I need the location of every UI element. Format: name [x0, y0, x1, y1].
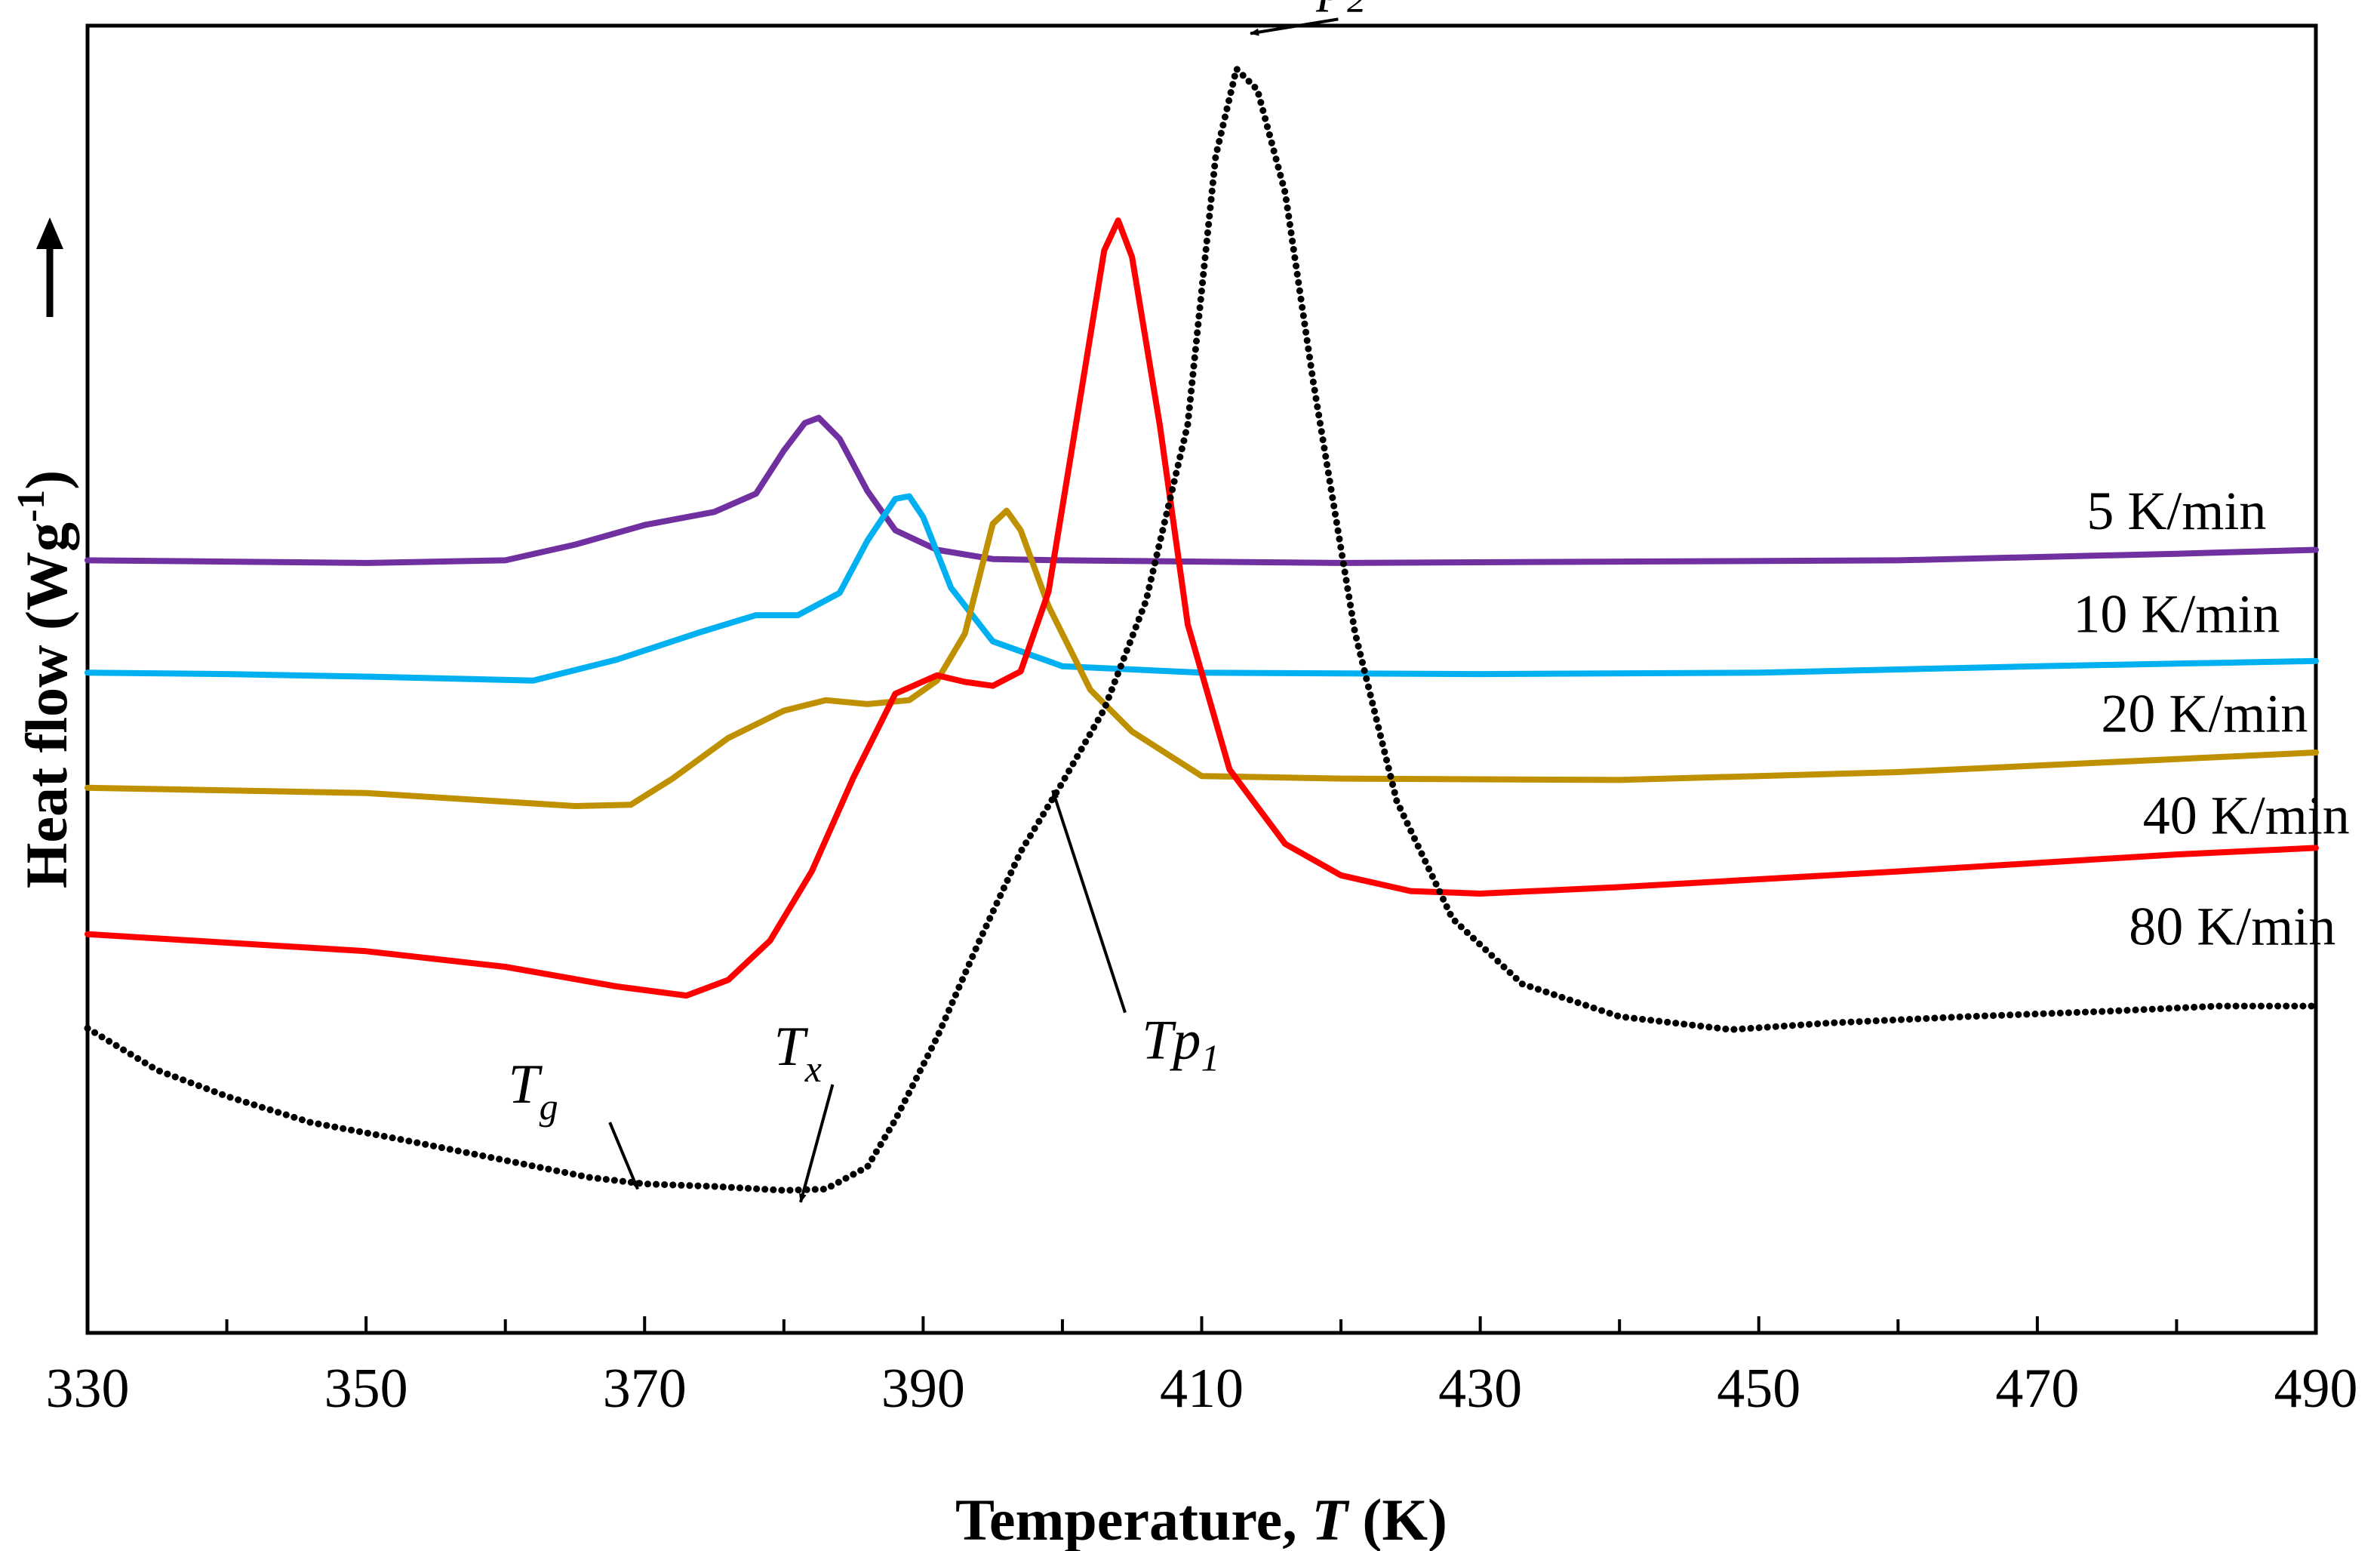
- y-axis-title: Heat flow (Wg-1): [10, 470, 79, 889]
- x-axis-title: Temperature, T (K): [955, 1487, 1447, 1551]
- annotation-arrow-tg: [608, 1122, 639, 1190]
- x-tick-label: 450: [1717, 1358, 1800, 1420]
- x-tick-label: 350: [324, 1358, 408, 1420]
- annotation-label-tp1: Tp1: [1142, 1009, 1219, 1079]
- x-axis-title-symbol: T: [1311, 1487, 1350, 1551]
- x-tick-label: 370: [603, 1358, 687, 1420]
- annotation-label-tx: Tx: [774, 1016, 822, 1090]
- series-label: 5 K/min: [2086, 481, 2266, 541]
- x-axis-ticks: 330 350 370 390 410 430 450 470 490: [46, 1316, 2358, 1420]
- x-tick-label: 390: [881, 1358, 965, 1420]
- series-line-10-k-min: [85, 493, 2319, 684]
- series-label: 80 K/min: [2129, 897, 2335, 957]
- series-line-20-k-min: [85, 507, 2319, 809]
- series-label: 10 K/min: [2073, 584, 2280, 645]
- x-tick-label: 410: [1160, 1358, 1244, 1420]
- annotation-arrow-tp1: [1051, 789, 1127, 1014]
- y-axis-title-superscript: -1: [10, 490, 53, 522]
- series-line-40-k-min: [85, 217, 2319, 999]
- series-labels: 5 K/min 10 K/min 20 K/min 40 K/min 80 K/min: [2073, 481, 2349, 957]
- series-label: 20 K/min: [2101, 683, 2308, 743]
- series-line-80-k-min: [84, 65, 2320, 1194]
- series-line-5-k-min: [85, 414, 2319, 566]
- annotation-label-tp2: Tp2: [1288, 0, 1366, 20]
- x-tick-label: 470: [1995, 1358, 2079, 1420]
- series-label: 40 K/min: [2143, 785, 2350, 845]
- x-tick-label: 430: [1438, 1358, 1522, 1420]
- annotation-arrow-tx: [799, 1084, 835, 1203]
- x-tick-label: 490: [2274, 1358, 2358, 1420]
- series-layer: [84, 65, 2320, 1194]
- annotation-label-tg: Tg: [509, 1054, 558, 1128]
- annotation-arrow-tp2: [1250, 17, 1339, 36]
- heat-flow-direction-arrow-icon: [36, 217, 63, 317]
- x-tick-label: 330: [46, 1358, 130, 1420]
- annotations: Tp2 Tp1 Tg Tx: [509, 0, 1366, 1203]
